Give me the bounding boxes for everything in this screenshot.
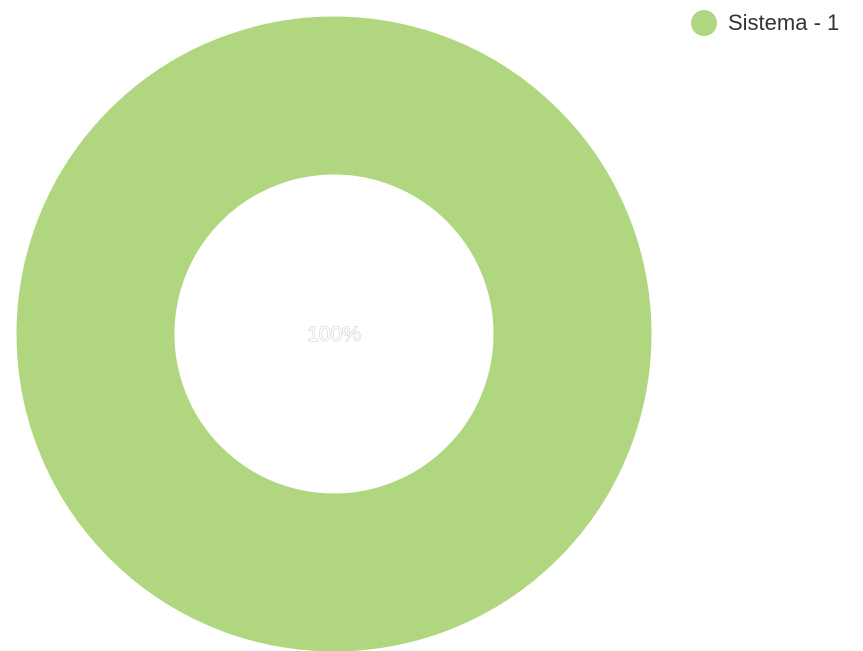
legend-label: Sistema - 1 [728,10,840,35]
chart-legend: Sistema - 1 [691,9,839,37]
slice-percent-label: 100% [307,323,361,346]
donut-slice[interactable] [15,15,653,651]
donut-chart: 100% [15,15,653,651]
legend-item[interactable]: Sistema - 1 [691,9,839,37]
legend-swatch-icon [691,10,717,36]
